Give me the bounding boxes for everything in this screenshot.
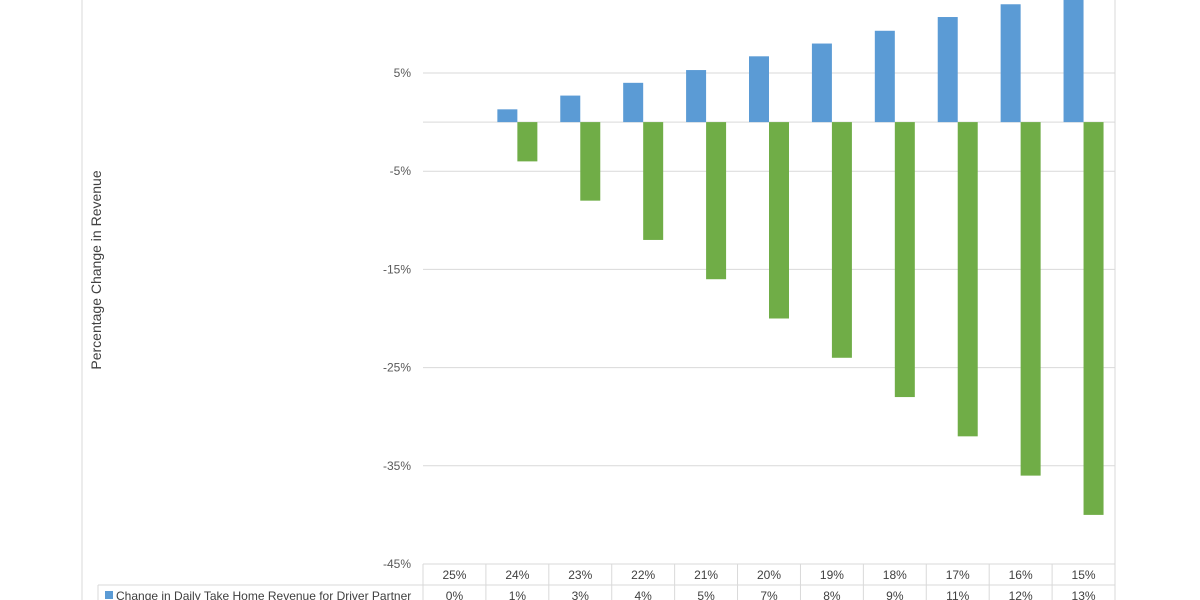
data-label: 11% xyxy=(946,589,969,600)
bar-series-2 xyxy=(1020,122,1041,476)
data-label: 12% xyxy=(1009,589,1033,600)
y-tick-label: -35% xyxy=(383,459,411,473)
data-label: 5% xyxy=(697,589,715,600)
legend-label: Change in Daily Take Home Revenue for Dr… xyxy=(116,589,411,600)
y-tick-label: -15% xyxy=(383,262,411,276)
x-category-label: 22% xyxy=(631,568,655,582)
bar-series-1 xyxy=(1063,0,1084,123)
bar-series-2 xyxy=(517,122,538,162)
data-label: 7% xyxy=(760,589,778,600)
bar-series-1 xyxy=(937,17,958,123)
y-tick-label: -45% xyxy=(383,557,411,571)
bar-series-2 xyxy=(957,122,978,437)
x-category-label: 24% xyxy=(505,568,529,582)
data-label: 0% xyxy=(446,589,464,600)
bar-series-1 xyxy=(623,82,644,123)
bars xyxy=(497,0,1104,515)
x-category-label: 21% xyxy=(694,568,718,582)
bar-series-1 xyxy=(874,30,895,123)
y-tick-label: -5% xyxy=(390,164,412,178)
data-label: 8% xyxy=(823,589,841,600)
legend-swatch xyxy=(105,591,113,599)
y-axis-ticks: 5% -5% -15% -25% -35% -45% xyxy=(383,66,411,571)
bar-series-2 xyxy=(580,122,601,201)
x-category-label: 18% xyxy=(883,568,907,582)
y-axis-title: Percentage Change in Revenue xyxy=(88,170,104,369)
bar-series-1 xyxy=(749,56,769,123)
bar-series-2 xyxy=(643,122,664,240)
bar-series-1 xyxy=(811,43,832,123)
bar-series-1 xyxy=(686,70,707,123)
x-category-label: 17% xyxy=(946,568,970,582)
bar-series-2 xyxy=(706,122,727,280)
x-category-label: 15% xyxy=(1072,568,1096,582)
data-table: 25% 0% 24% 1% 23% 3% 22% 4% 21% 5% 20% 7% 19% 8% 18% 9%… xyxy=(97,564,1116,600)
x-category-label: 16% xyxy=(1009,568,1033,582)
x-category-label: 25% xyxy=(442,568,466,582)
bar-series-1 xyxy=(1000,4,1021,123)
data-label: 3% xyxy=(572,589,590,600)
y-tick-label: 5% xyxy=(394,66,412,80)
bar-series-2 xyxy=(1083,122,1104,515)
bar-series-2 xyxy=(769,122,789,319)
x-category-label: 23% xyxy=(568,568,592,582)
bar-series-2 xyxy=(894,122,915,398)
bar-series-2 xyxy=(831,122,852,358)
bar-series-1 xyxy=(560,95,581,123)
data-label: 9% xyxy=(886,589,904,600)
data-label: 1% xyxy=(509,589,527,600)
x-category-label: 19% xyxy=(820,568,844,582)
y-tick-label: -25% xyxy=(383,361,411,375)
x-category-label: 20% xyxy=(757,568,781,582)
data-label: 13% xyxy=(1072,589,1096,600)
data-label: 4% xyxy=(635,589,653,600)
bar-series-1 xyxy=(497,109,518,123)
